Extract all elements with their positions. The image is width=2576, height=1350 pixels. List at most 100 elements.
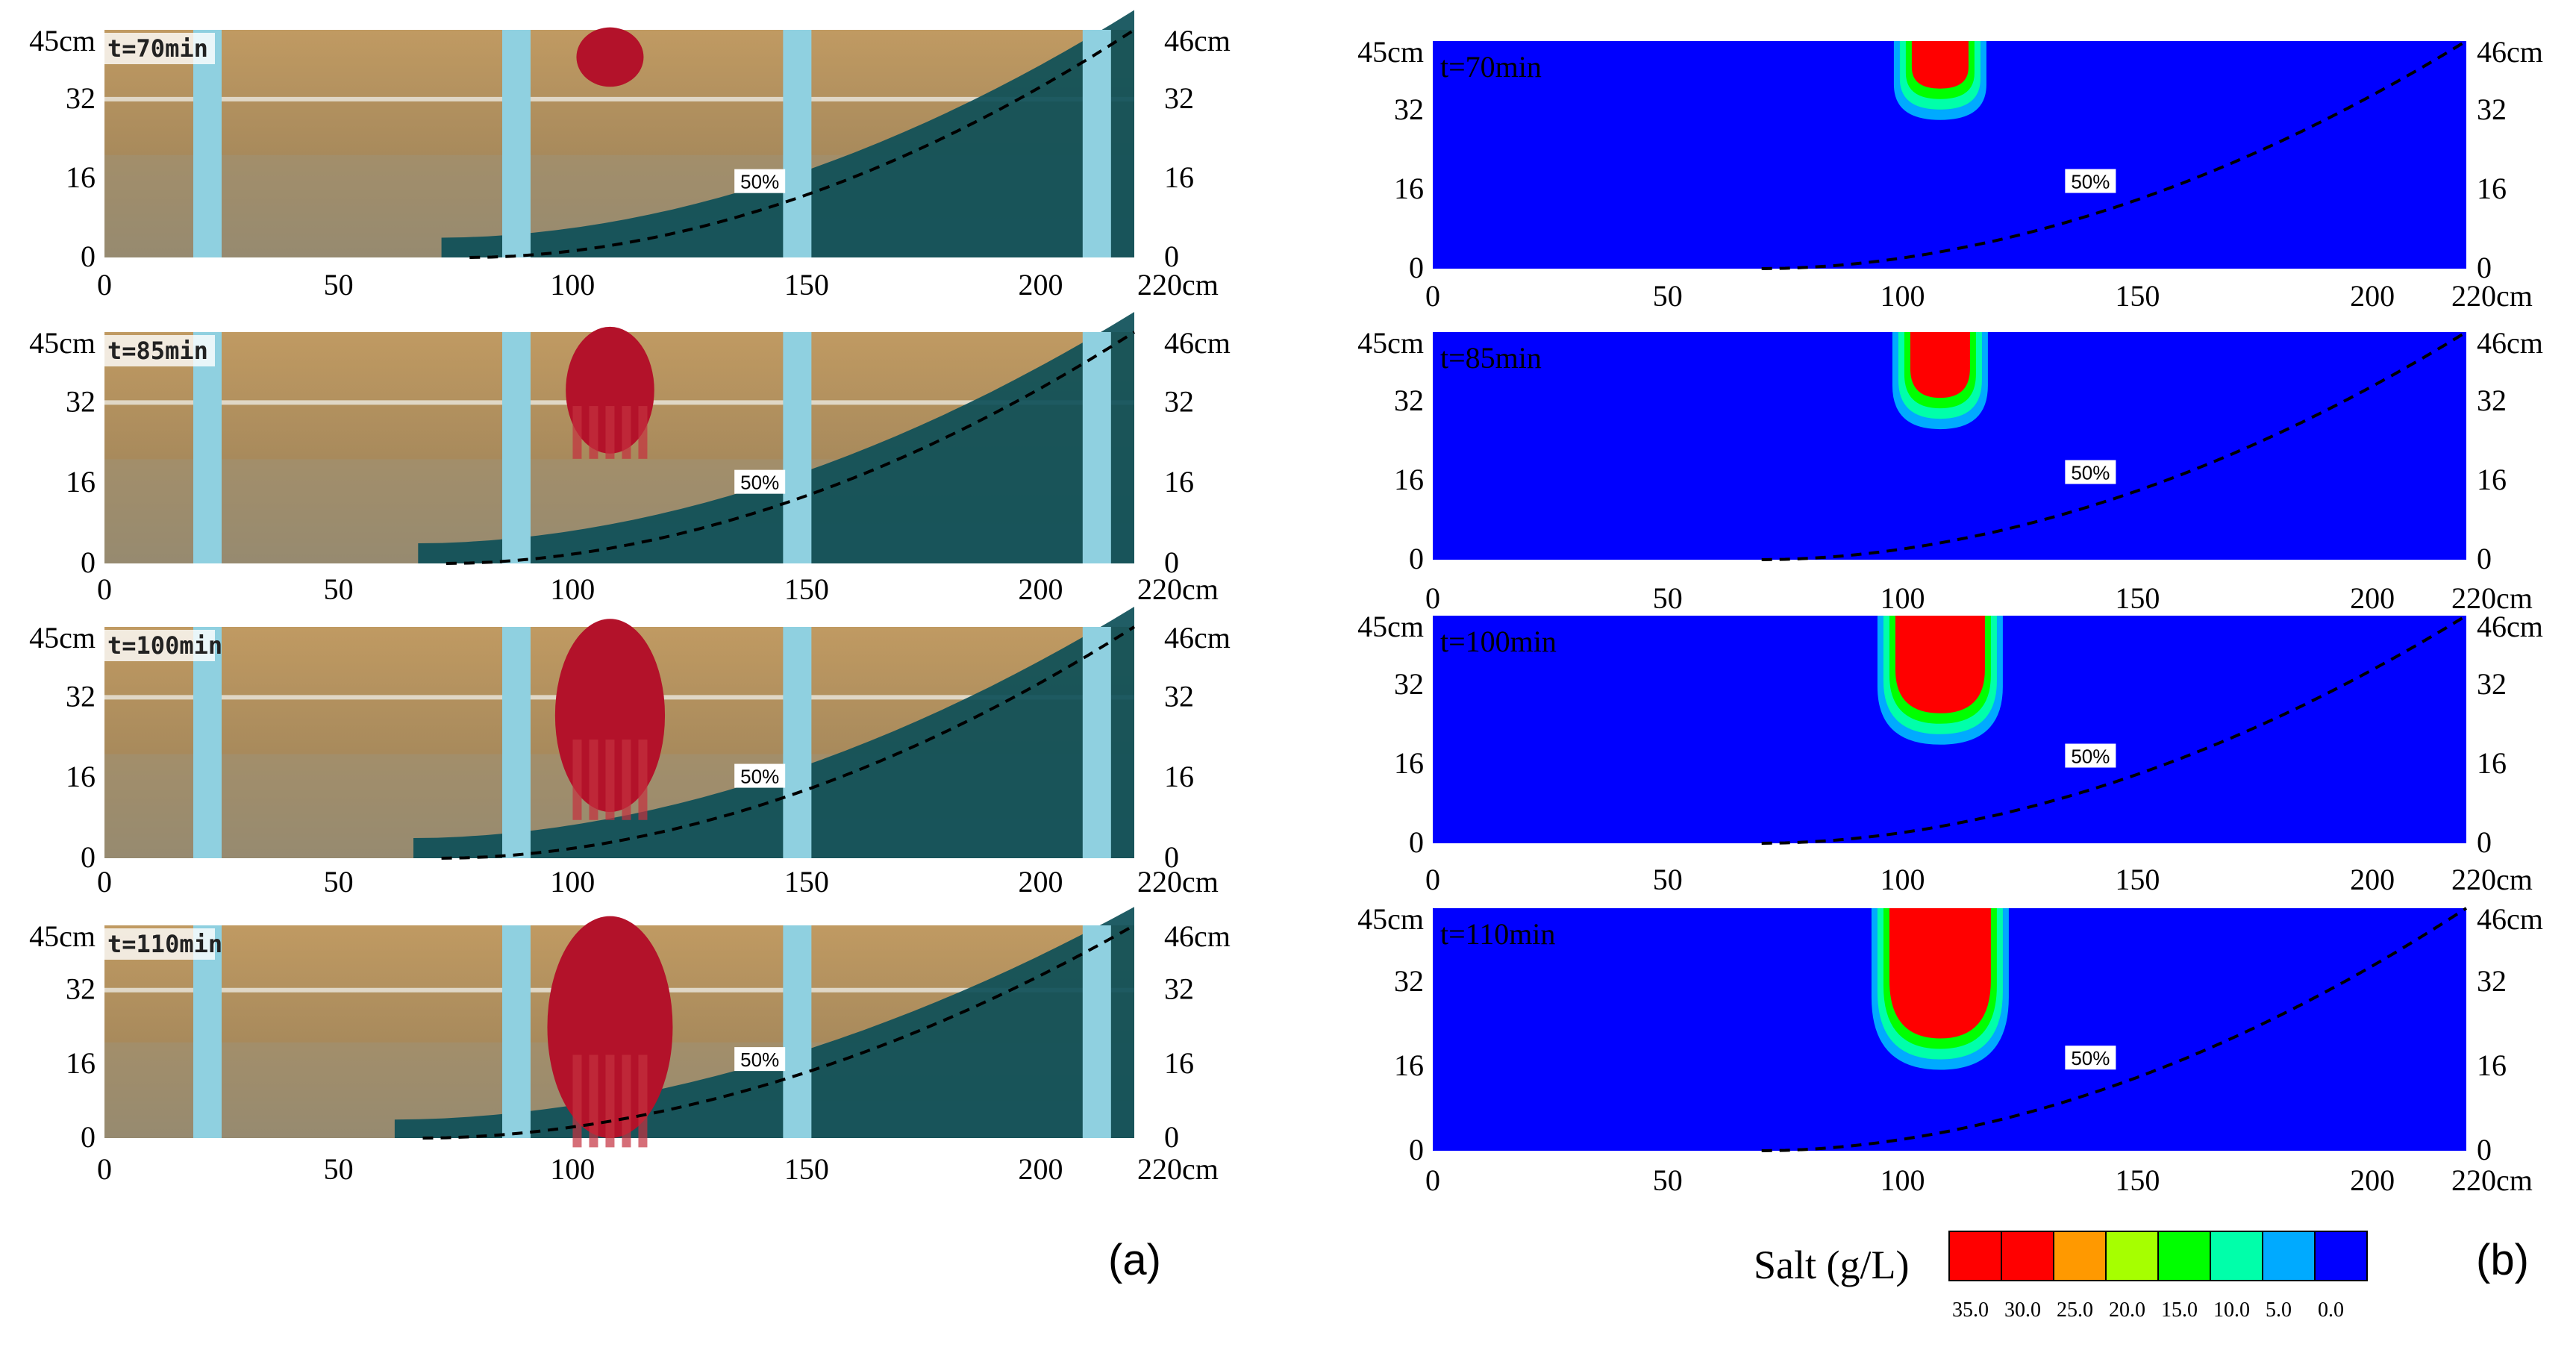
frame-post <box>193 332 222 563</box>
y-left-tick: 0 <box>81 1120 96 1154</box>
time-label-box <box>103 33 215 64</box>
x-tick: 200 <box>2350 863 2395 896</box>
frame-post <box>502 627 531 858</box>
x-tick: 220cm <box>2451 863 2533 896</box>
saltwater-wedge <box>394 907 1134 1138</box>
dye-finger <box>638 406 648 459</box>
x-tick: 200 <box>1019 572 1063 606</box>
y-right-tick: 16 <box>1164 1046 1194 1080</box>
y-left-tick: 45cm <box>29 919 96 953</box>
x-tick: 100 <box>550 1152 595 1186</box>
contour-50-line <box>446 331 1136 565</box>
contour-50-line <box>422 924 1135 1140</box>
colorbar-tick: 10.0 <box>2213 1299 2250 1322</box>
x-tick: 50 <box>1653 863 1683 896</box>
x-tick: 50 <box>324 1152 354 1186</box>
y-right-tick: 16 <box>2477 463 2507 496</box>
y-right-tick: 46cm <box>2477 326 2543 360</box>
contour-50-line <box>1761 40 2468 270</box>
contour-label-box <box>2065 1046 2116 1070</box>
y-right-tick: 32 <box>1164 81 1194 115</box>
y-left-tick: 0 <box>81 240 96 273</box>
x-tick: 50 <box>324 865 354 899</box>
contour-label-box <box>2065 169 2116 193</box>
y-right-tick: 0 <box>1164 546 1179 579</box>
y-right-tick: 32 <box>2477 964 2507 998</box>
contour-label: 50% <box>740 766 779 788</box>
frame-post <box>502 30 531 257</box>
x-tick: 220cm <box>2451 1163 2533 1197</box>
dye-finger <box>638 1054 648 1148</box>
dye-plume <box>554 619 666 812</box>
y-left-tick: 45cm <box>1357 902 1424 936</box>
x-tick: 220cm <box>1137 572 1219 606</box>
colorbar-tick: 25.0 <box>2057 1299 2093 1322</box>
x-tick: 100 <box>550 572 595 606</box>
frame-post <box>783 925 812 1138</box>
y-left-tick: 45cm <box>1357 35 1424 69</box>
colorbar-swatch <box>2001 1231 2054 1281</box>
y-left-tick: 0 <box>81 840 96 874</box>
y-right-tick: 46cm <box>1164 621 1231 654</box>
colorbar-swatch <box>2210 1231 2263 1281</box>
colorbar-tick: 20.0 <box>2109 1299 2145 1322</box>
plume-contour-band <box>1911 41 1969 89</box>
time-label: t=85min <box>107 337 208 365</box>
y-left-tick: 16 <box>66 465 96 499</box>
y-right-tick: 16 <box>2477 172 2507 205</box>
colorbar-swatch <box>2053 1231 2107 1281</box>
panel-a-label: (a) <box>1108 1236 1161 1284</box>
frame-post <box>1082 925 1111 1138</box>
y-right-tick: 0 <box>2477 251 2492 284</box>
plume-contour-band <box>1910 332 1970 399</box>
y-left-tick: 45cm <box>1357 326 1424 360</box>
contour-label: 50% <box>2071 171 2110 193</box>
y-right-tick: 46cm <box>2477 35 2543 69</box>
y-left-tick: 16 <box>66 1046 96 1080</box>
contour-label-box <box>734 763 786 788</box>
x-tick: 220cm <box>1137 268 1219 301</box>
dye-finger <box>622 739 631 820</box>
dye-finger <box>638 739 648 820</box>
y-left-tick: 32 <box>1394 667 1424 701</box>
contour-label: 50% <box>2071 1047 2110 1069</box>
time-label: t=100min <box>107 631 222 660</box>
dye-finger <box>605 406 615 459</box>
plume-contour-band <box>1895 616 1985 713</box>
y-right-tick: 46cm <box>1164 326 1231 360</box>
contour-50-line <box>1761 907 2468 1152</box>
y-left-tick: 32 <box>1394 93 1424 126</box>
x-tick: 150 <box>784 268 829 301</box>
contour-50-line <box>441 625 1136 860</box>
colorbar-swatch <box>2157 1231 2211 1281</box>
contour-label-box <box>2065 743 2116 768</box>
colorbar-tick: 15.0 <box>2161 1299 2198 1322</box>
x-tick: 100 <box>550 865 595 899</box>
contour-label: 50% <box>740 171 779 193</box>
x-tick: 0 <box>97 268 112 301</box>
y-right-tick: 0 <box>2477 825 2492 859</box>
time-label: t=110min <box>1440 917 1555 951</box>
y-right-tick: 32 <box>1164 384 1194 418</box>
y-left-tick: 32 <box>1394 964 1424 998</box>
frame-post <box>1082 30 1111 257</box>
contour-label: 50% <box>2071 746 2110 768</box>
x-tick: 150 <box>784 865 829 899</box>
dye-finger <box>589 739 598 820</box>
dye-finger <box>622 406 631 459</box>
contour-label: 50% <box>740 472 779 494</box>
y-right-tick: 0 <box>2477 1133 2492 1166</box>
y-left-tick: 16 <box>66 760 96 793</box>
x-tick: 0 <box>1425 581 1440 615</box>
saltwater-wedge <box>413 607 1134 858</box>
y-left-tick: 45cm <box>29 621 96 654</box>
contour-50-line <box>1761 614 2468 845</box>
x-tick: 0 <box>1425 863 1440 896</box>
y-right-tick: 32 <box>2477 93 2507 126</box>
y-left-tick: 32 <box>66 679 96 713</box>
y-right-tick: 16 <box>2477 1049 2507 1082</box>
dye-finger <box>572 1054 582 1148</box>
x-tick: 220cm <box>1137 1152 1219 1186</box>
y-left-tick: 16 <box>1394 463 1424 496</box>
